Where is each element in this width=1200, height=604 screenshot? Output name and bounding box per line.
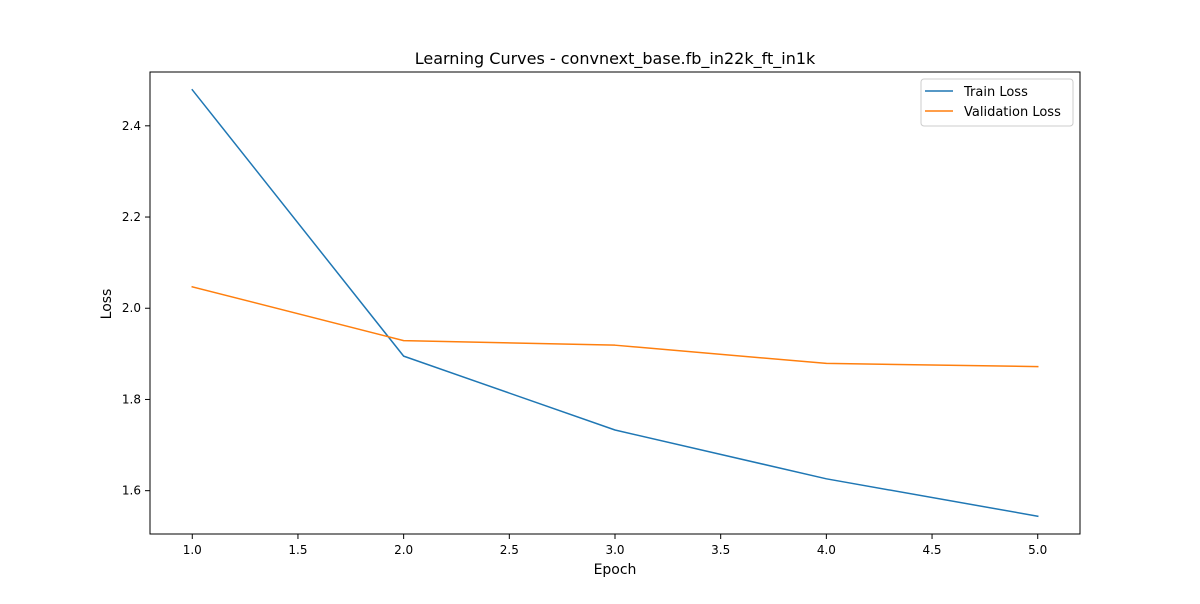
chart-title: Learning Curves - convnext_base.fb_in22k… (415, 49, 816, 69)
data-point-validation-loss (614, 344, 616, 346)
y-axis-label: Loss (99, 289, 115, 320)
x-tick-label: 5.0 (1028, 543, 1047, 557)
plot-frame (149, 71, 1081, 535)
legend-label: Train Loss (963, 85, 1028, 100)
y-tick-label: 2.4 (122, 119, 141, 133)
data-point-validation-loss (191, 286, 193, 288)
x-tick-label: 1.0 (183, 543, 202, 557)
data-point-train-loss (403, 355, 405, 357)
legend-box (920, 78, 1074, 127)
y-tick-label: 1.8 (122, 392, 141, 406)
plot-area: 1.0 1.5 2.0 2.5 3.0 3.5 4.0 4.5 5.0 1.6 1.8 2.0 2.2 2… (122, 71, 1081, 557)
x-tick-label: 2.5 (500, 543, 519, 557)
data-point-validation-loss (825, 362, 827, 364)
x-tick-label: 4.0 (817, 543, 836, 557)
data-point-train-loss (825, 478, 827, 480)
y-tick-label: 2.0 (122, 301, 141, 315)
x-tick-label: 3.5 (711, 543, 730, 557)
x-tick-label: 1.5 (288, 543, 307, 557)
x-tick-label: 2.0 (394, 543, 413, 557)
legend: Train Loss Validation Loss (920, 78, 1074, 127)
data-point-train-loss (191, 89, 193, 91)
x-tick-label: 4.5 (922, 543, 941, 557)
data-point-train-loss (1037, 515, 1039, 517)
x-axis-label: Epoch (594, 562, 637, 578)
y-tick-label: 2.2 (122, 210, 141, 224)
data-point-validation-loss (1037, 366, 1039, 368)
data-point-validation-loss (403, 340, 405, 342)
y-tick-label: 1.6 (122, 484, 141, 498)
data-point-train-loss (614, 429, 616, 431)
x-tick-label: 3.0 (605, 543, 624, 557)
legend-label: Validation Loss (964, 105, 1061, 120)
